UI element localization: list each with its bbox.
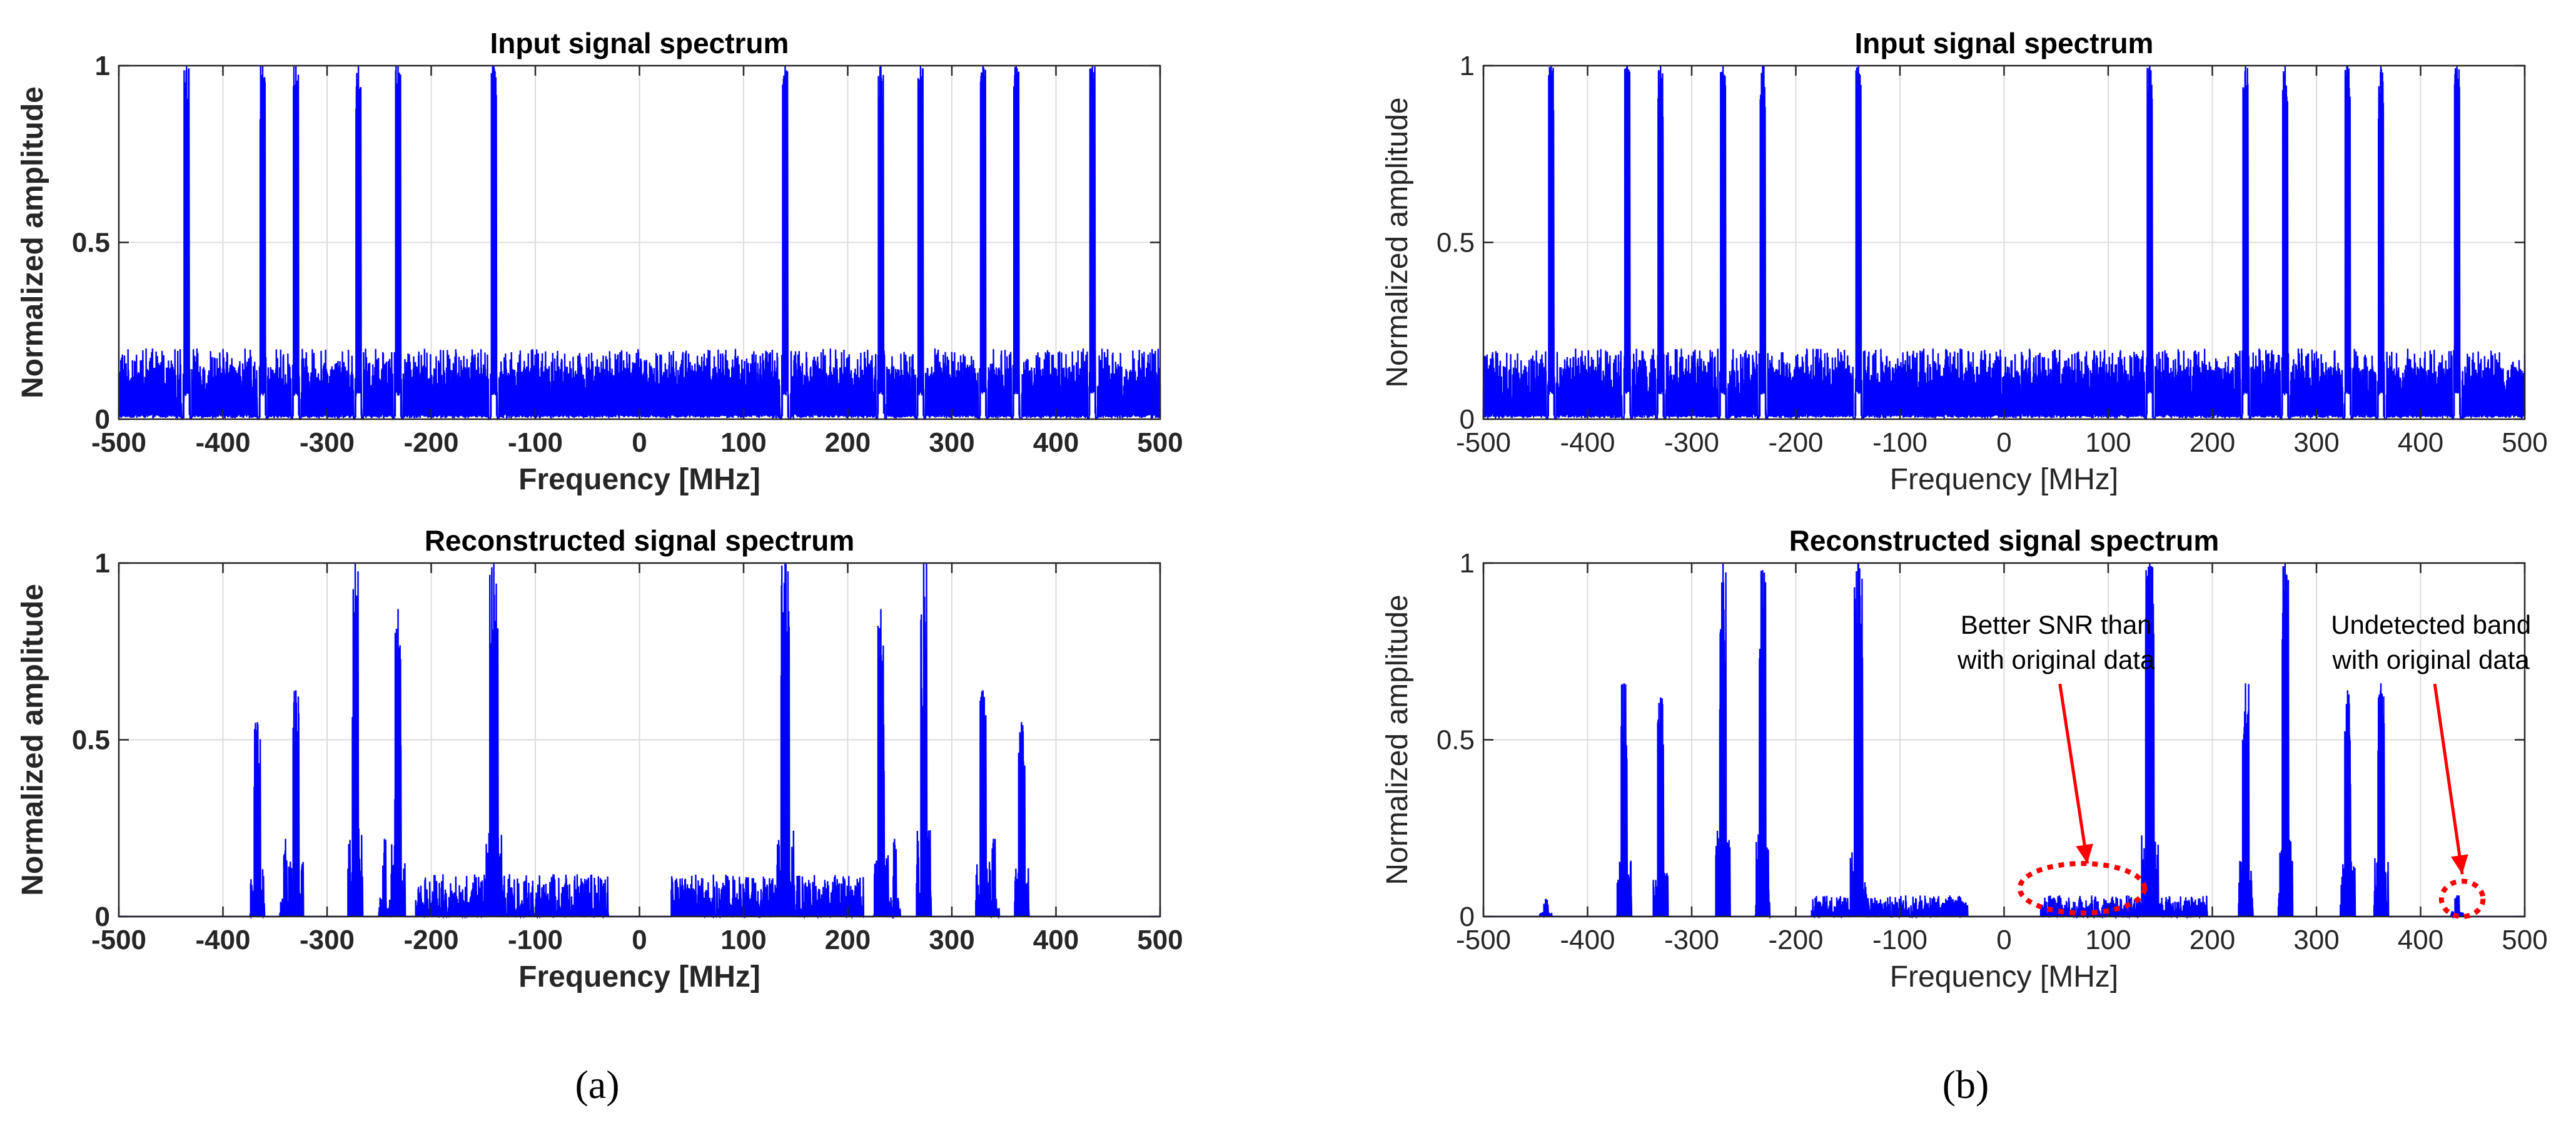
x-tick-label: 300 <box>2293 427 2339 458</box>
x-tick-label: -100 <box>508 427 563 458</box>
x-tick-label: 0 <box>1996 427 2011 458</box>
y-tick-label: 1 <box>95 51 110 81</box>
x-tick-label: 100 <box>720 427 766 458</box>
x-tick-label: -300 <box>300 427 355 458</box>
x-axis-label: Frequency [MHz] <box>518 463 760 496</box>
x-tick-label: 0 <box>1996 925 2011 955</box>
annotation-ellipse <box>2017 861 2148 916</box>
x-tick-label: 100 <box>2085 427 2131 458</box>
y-axis-label: Normalized amplitude <box>16 584 49 896</box>
x-tick-label: -500 <box>91 925 146 955</box>
x-tick-label: 0 <box>632 925 647 955</box>
x-axis-label: Frequency [MHz] <box>518 960 760 993</box>
x-tick-label: -100 <box>1872 427 1927 458</box>
x-tick-label: -400 <box>195 427 250 458</box>
x-axis-label: Frequency [MHz] <box>1890 463 2118 496</box>
x-tick-label: -200 <box>403 925 458 955</box>
chart-a_bottom: -500 -400 -300 -200 -100 0 100 200 300 400 500 0 0.5… <box>16 524 1183 993</box>
x-tick-label: -500 <box>1456 925 1511 955</box>
x-tick-label: 300 <box>929 427 974 458</box>
x-tick-label: -100 <box>508 925 563 955</box>
y-tick-label: 1 <box>1460 548 1475 579</box>
x-tick-label: -200 <box>1768 427 1823 458</box>
y-axis-label: Normalized amplitude <box>1381 594 1414 885</box>
x-tick-label: -100 <box>1872 925 1927 955</box>
x-tick-label: 500 <box>1137 925 1183 955</box>
x-tick-label: 200 <box>825 427 871 458</box>
y-axis-label: Normalized amplitude <box>16 86 49 399</box>
x-tick-label: -300 <box>1664 925 1719 955</box>
x-tick-label: -500 <box>1456 427 1511 458</box>
x-tick-label: 400 <box>2398 925 2443 955</box>
y-tick-label: 0.5 <box>72 228 110 258</box>
x-tick-label: 400 <box>1033 427 1079 458</box>
x-tick-label: 100 <box>720 925 766 955</box>
panel-a-label: (a) <box>575 1062 619 1107</box>
chart-b_bottom: -500 -400 -300 -200 -100 0 100 200 300 400 500 0 0.5… <box>1381 524 2548 993</box>
y-tick-label: 0 <box>95 404 110 435</box>
series-line-spectrum <box>1482 65 2526 420</box>
x-tick-label: -500 <box>91 427 146 458</box>
chart-a_top: -500 -400 -300 -200 -100 0 100 200 300 400 500 0 0.5… <box>16 27 1183 496</box>
x-tick-label: 300 <box>929 925 974 955</box>
series-line-spectrum <box>118 65 1161 420</box>
x-tick-label: -200 <box>403 427 458 458</box>
y-tick-label: 0 <box>95 902 110 932</box>
x-tick-label: 300 <box>2293 925 2339 955</box>
annotation-0: Better SNR than with original data <box>1957 610 2155 916</box>
y-tick-label: 1 <box>95 548 110 579</box>
annotation-arrow-head <box>2076 843 2094 864</box>
annotation-arrow-shaft <box>2433 683 2464 875</box>
x-tick-label: -400 <box>1560 925 1615 955</box>
annotation-text-line: with original data <box>2332 645 2530 674</box>
x-tick-label: -300 <box>1664 427 1719 458</box>
annotation-text-line: Better SNR than <box>1961 610 2152 639</box>
y-tick-label: 0.5 <box>1437 228 1475 258</box>
x-tick-label: 500 <box>2502 427 2547 458</box>
x-tick-label: 100 <box>2085 925 2131 955</box>
annotation-arrow-head <box>2450 854 2468 875</box>
x-tick-label: 0 <box>632 427 647 458</box>
chart-b_top: -500 -400 -300 -200 -100 0 100 200 300 400 500 0 0.5… <box>1381 27 2548 496</box>
x-tick-label: 400 <box>1033 925 1079 955</box>
x-tick-label: -300 <box>300 925 355 955</box>
x-tick-label: 500 <box>1137 427 1183 458</box>
x-axis-label: Frequency [MHz] <box>1890 960 2118 993</box>
x-tick-label: 200 <box>2190 925 2235 955</box>
y-tick-label: 1 <box>1460 51 1475 81</box>
y-tick-label: 0 <box>1460 404 1475 435</box>
annotation-ellipse <box>2438 878 2486 919</box>
chart-title: Input signal spectrum <box>1855 27 2154 59</box>
x-tick-label: 200 <box>2190 427 2235 458</box>
annotation-text-line: Undetected band <box>2331 610 2531 639</box>
x-tick-label: 400 <box>2398 427 2443 458</box>
panel-b-label: (b) <box>1942 1062 1989 1107</box>
y-tick-label: 0 <box>1460 902 1475 932</box>
x-tick-label: -200 <box>1768 925 1823 955</box>
x-tick-label: -400 <box>1560 427 1615 458</box>
chart-title: Input signal spectrum <box>490 27 789 59</box>
x-tick-label: -400 <box>195 925 250 955</box>
chart-title: Reconstructed signal spectrum <box>1789 524 2220 557</box>
annotation-arrow-shaft <box>2058 683 2089 864</box>
x-tick-label: 500 <box>2502 925 2547 955</box>
x-tick-label: 200 <box>825 925 871 955</box>
y-tick-label: 0.5 <box>72 725 110 756</box>
annotation-text-line: with original data <box>1957 645 2155 674</box>
y-tick-label: 0.5 <box>1437 725 1475 756</box>
annotation-1: Undetected band with original data <box>2331 610 2531 919</box>
y-axis-label: Normalized amplitude <box>1381 97 1414 387</box>
chart-title: Reconstructed signal spectrum <box>425 524 855 557</box>
